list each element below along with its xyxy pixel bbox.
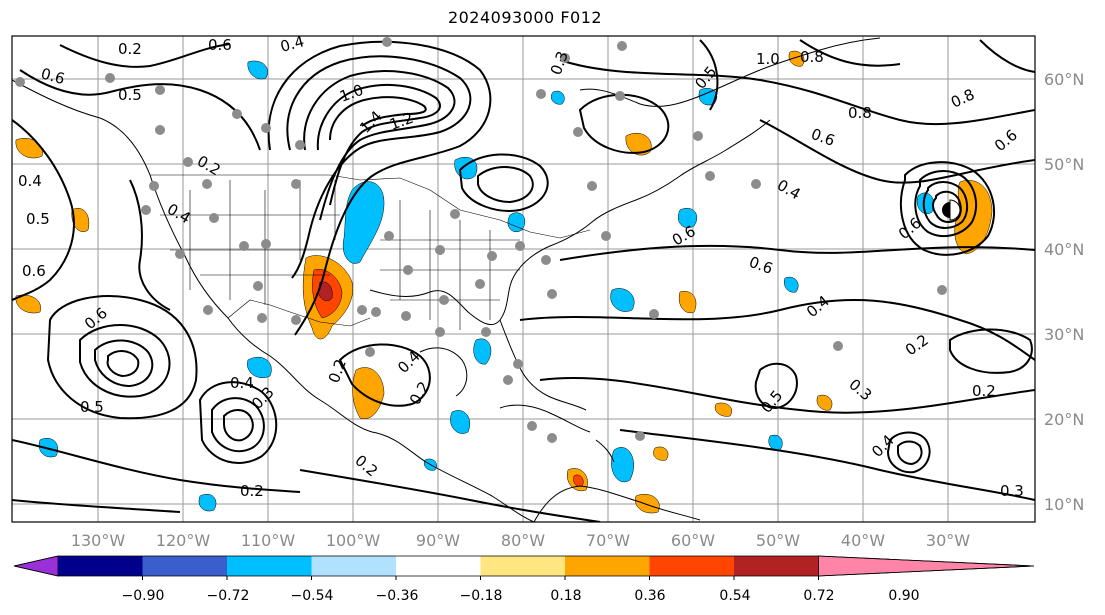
colorbar-tick-label: −0.54: [291, 588, 334, 604]
contour-lines: [12, 39, 1035, 522]
lat-label-30n: 30°N: [1044, 325, 1084, 344]
map-title: 2024093000 F012: [447, 8, 603, 27]
lat-label-40n: 40°N: [1044, 240, 1084, 259]
coastlines: [12, 37, 881, 522]
colorbar-swatch: [649, 556, 734, 576]
lon-label-110w: 110°W: [241, 531, 296, 550]
lon-label-130w: 130°W: [71, 531, 126, 550]
contour-label: 0.5: [80, 398, 104, 416]
lon-label-30w: 30°W: [926, 531, 970, 550]
contour-label: 0.5: [26, 210, 50, 228]
colorbar: [13, 555, 1035, 580]
lat-label-20n: 20°N: [1044, 410, 1084, 429]
colorbar-swatch: [311, 556, 396, 576]
colorbar-swatch: [227, 556, 312, 576]
lat-label-60n: 60°N: [1044, 70, 1084, 89]
colorbar-tick-label: −0.18: [460, 588, 503, 604]
colorbar-tick-label: −0.72: [207, 588, 250, 604]
colorbar-tick-label: 0.90: [888, 588, 919, 604]
contour-label: 0.4: [278, 32, 306, 56]
colorbar-swatch: [565, 556, 650, 576]
colorbar-swatch: [396, 556, 481, 576]
colorbar-tick-label: 0.72: [803, 588, 834, 604]
colorbar-extend-low: [13, 555, 59, 577]
colorbar-tick-label: −0.90: [122, 588, 165, 604]
lon-label-120w: 120°W: [156, 531, 211, 550]
colorbar-extend-high: [818, 555, 1035, 577]
map-frame: [11, 35, 1036, 523]
colorbar-tick-label: 0.18: [550, 588, 581, 604]
contour-label: 0.3: [1000, 482, 1024, 500]
contour-label: 0.5: [118, 86, 142, 104]
lat-label-10n: 10°N: [1044, 495, 1084, 514]
colorbar-tick-label: 0.36: [634, 588, 665, 604]
contour-label: 0.6: [208, 36, 232, 54]
contour-label: 1.0: [756, 50, 780, 68]
lat-label-50n: 50°N: [1044, 155, 1084, 174]
contour-label: 0.8: [848, 104, 872, 122]
lon-label-90w: 90°W: [416, 531, 460, 550]
colorbar-swatch: [480, 556, 565, 576]
lon-label-80w: 80°W: [501, 531, 545, 550]
contour-label: 0.4: [18, 172, 42, 190]
contour-label: 0.4: [230, 374, 254, 392]
lon-label-40w: 40°W: [841, 531, 885, 550]
contour-label: 0.6: [39, 64, 67, 88]
negative-anomaly-areas: [38, 60, 934, 512]
storm-icon: [942, 199, 961, 221]
lon-label-70w: 70°W: [586, 531, 630, 550]
lon-label-50w: 50°W: [756, 531, 800, 550]
contour-label: 0.2: [972, 382, 996, 400]
colorbar-tick-label: 0.54: [719, 588, 750, 604]
colorbar-tick-labels: −0.90 −0.72 −0.54 −0.36 −0.18 0.18 0.36 …: [122, 588, 920, 604]
colorbar-swatch: [142, 556, 227, 576]
latitude-labels: 60°N 50°N 40°N 30°N 20°N 10°N: [1044, 70, 1084, 514]
station-markers: [15, 37, 947, 443]
lon-label-60w: 60°W: [671, 531, 715, 550]
contour-label: 0.6: [22, 262, 46, 280]
contour-label: 0.2: [240, 482, 264, 500]
colorbar-tick-label: −0.36: [376, 588, 419, 604]
lon-label-100w: 100°W: [326, 531, 381, 550]
colorbar-swatch: [734, 556, 819, 576]
contour-label: 0.8: [800, 48, 824, 66]
colorbar-swatch: [58, 556, 143, 576]
colorbar-outline: [13, 555, 1035, 577]
longitude-labels: 130°W 120°W 110°W 100°W 90°W 80°W 70°W 6…: [71, 531, 970, 550]
contour-label: 0.2: [118, 40, 142, 58]
